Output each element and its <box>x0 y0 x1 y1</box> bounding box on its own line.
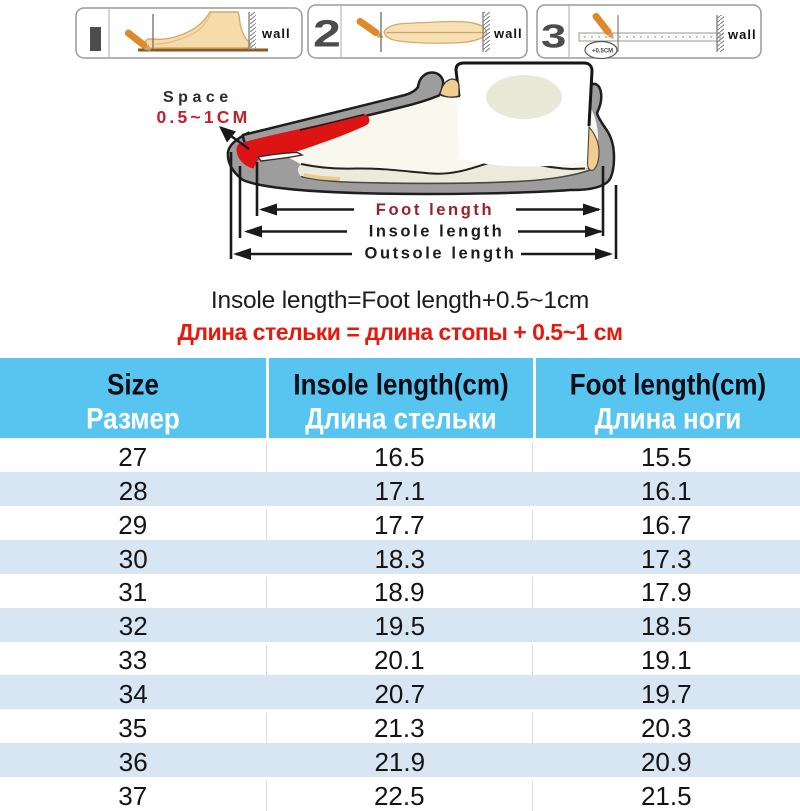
svg-text:3: 3 <box>541 18 566 55</box>
svg-text:Outsole length: Outsole length <box>365 245 517 263</box>
svg-text:Insole length: Insole length <box>369 223 505 241</box>
svg-text:+0.5CM: +0.5CM <box>592 49 613 55</box>
svg-text:0.5~1CM: 0.5~1CM <box>157 107 251 127</box>
svg-text:2: 2 <box>313 13 341 55</box>
svg-text:wall: wall <box>261 26 291 41</box>
svg-text:wall: wall <box>727 27 757 42</box>
svg-text:wall: wall <box>493 26 523 41</box>
svg-text:Foot length: Foot length <box>376 201 494 219</box>
svg-text:Space: Space <box>163 89 233 106</box>
